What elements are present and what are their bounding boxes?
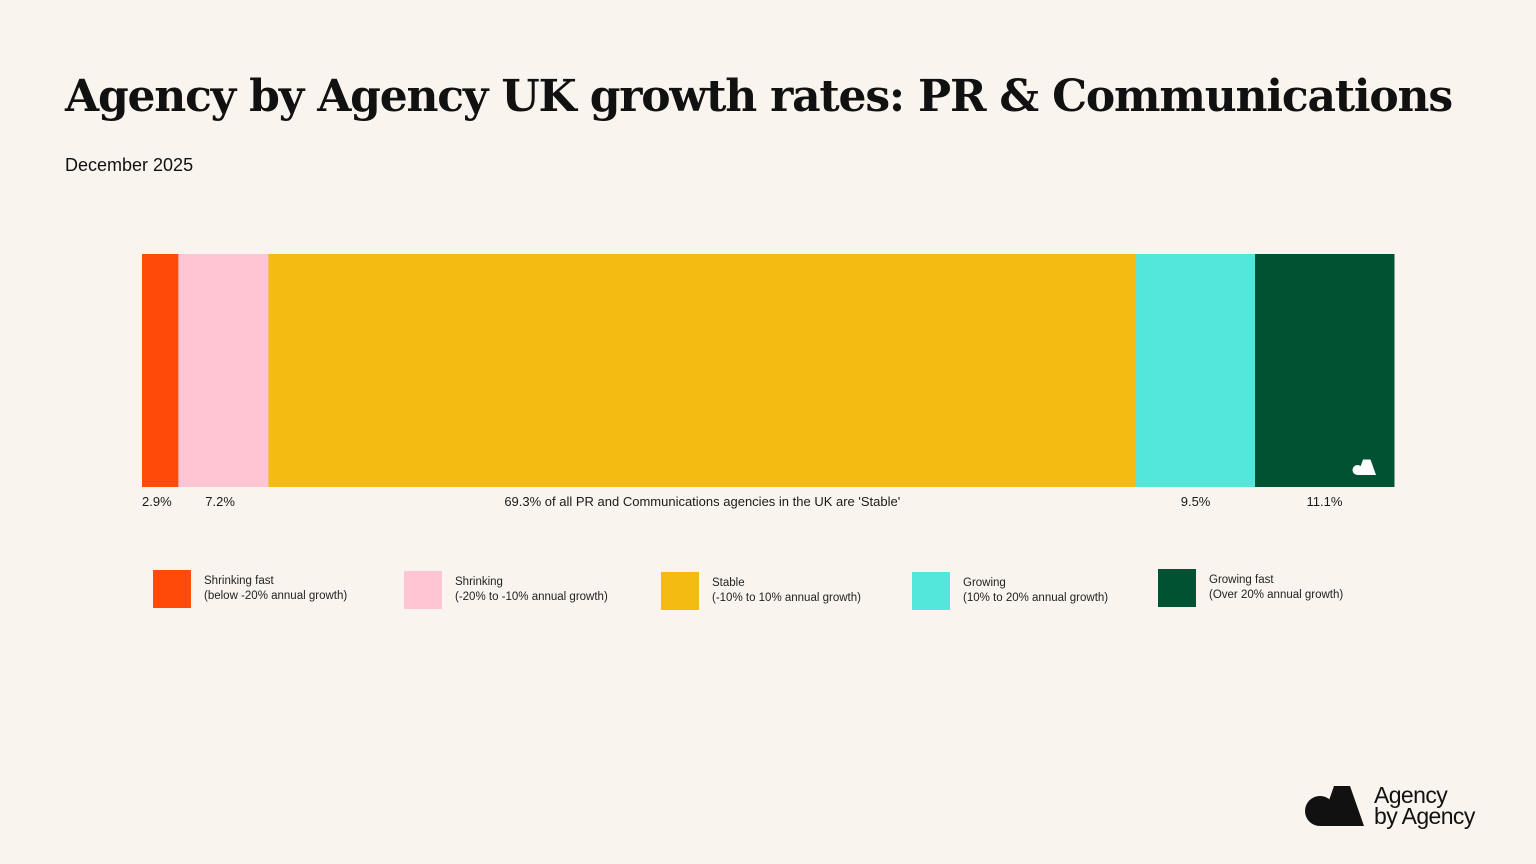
chart-subtitle: December 2025 (65, 155, 194, 175)
legend-description: (-20% to -10% annual growth) (455, 591, 608, 603)
legend-label: Shrinking (455, 576, 503, 588)
legend-description: (-10% to 10% annual growth) (712, 592, 861, 604)
legend-swatch (912, 572, 950, 610)
bar-segment-shrinking (178, 254, 269, 487)
bar-label-stable: 69.3% of all PR and Communications agenc… (504, 494, 900, 509)
agency-by-agency-logo-icon (1305, 786, 1364, 826)
stacked-bar-chart: 2.9% 7.2% 69.3% of all PR and Communicatio… (142, 254, 1395, 509)
legend-swatch (153, 570, 191, 608)
legend-swatch (1158, 569, 1196, 607)
bar-label-growing: 9.5% (1181, 494, 1211, 509)
legend-label: Growing (963, 577, 1006, 589)
legend-label: Stable (712, 577, 745, 589)
brand-logo: Agency by Agency (1304, 784, 1475, 828)
legend-item-growing-fast: Growing fast (Over 20% annual growth) (1158, 569, 1343, 607)
bar-segment-shrinking-fast (142, 254, 179, 487)
brand-name-line2: by Agency (1374, 803, 1475, 829)
legend-swatch (661, 572, 699, 610)
bar-logo-icon (1352, 459, 1376, 475)
bar-label-shrinking: 7.2% (205, 494, 235, 509)
legend-swatch (404, 571, 442, 609)
legend-item-stable: Stable (-10% to 10% annual growth) (661, 572, 861, 610)
legend-description: (below -20% annual growth) (204, 590, 348, 602)
legend-item-growing: Growing (10% to 20% annual growth) (912, 572, 1108, 610)
legend-label: Growing fast (1209, 574, 1274, 586)
bar-segment-growing-fast (1255, 254, 1395, 487)
bar-segments (142, 254, 1395, 487)
brand-name-line1: Agency (1374, 782, 1448, 808)
bar-segment-stable (268, 254, 1137, 487)
bar-label-growing-fast: 11.1% (1307, 494, 1343, 509)
legend-item-shrinking: Shrinking (-20% to -10% annual growth) (404, 571, 608, 609)
bar-segment-labels: 2.9% 7.2% 69.3% of all PR and Communicatio… (142, 494, 1343, 509)
legend-label: Shrinking fast (204, 575, 274, 587)
chart-title: Agency by Agency UK growth rates: PR & C… (65, 71, 1453, 122)
legend-item-shrinking-fast: Shrinking fast (below -20% annual growth… (153, 570, 347, 608)
legend-description: (10% to 20% annual growth) (963, 592, 1109, 604)
bar-segment-growing (1136, 254, 1256, 487)
bar-label-shrinking-fast: 2.9% (142, 494, 172, 509)
legend-description: (Over 20% annual growth) (1209, 589, 1344, 601)
